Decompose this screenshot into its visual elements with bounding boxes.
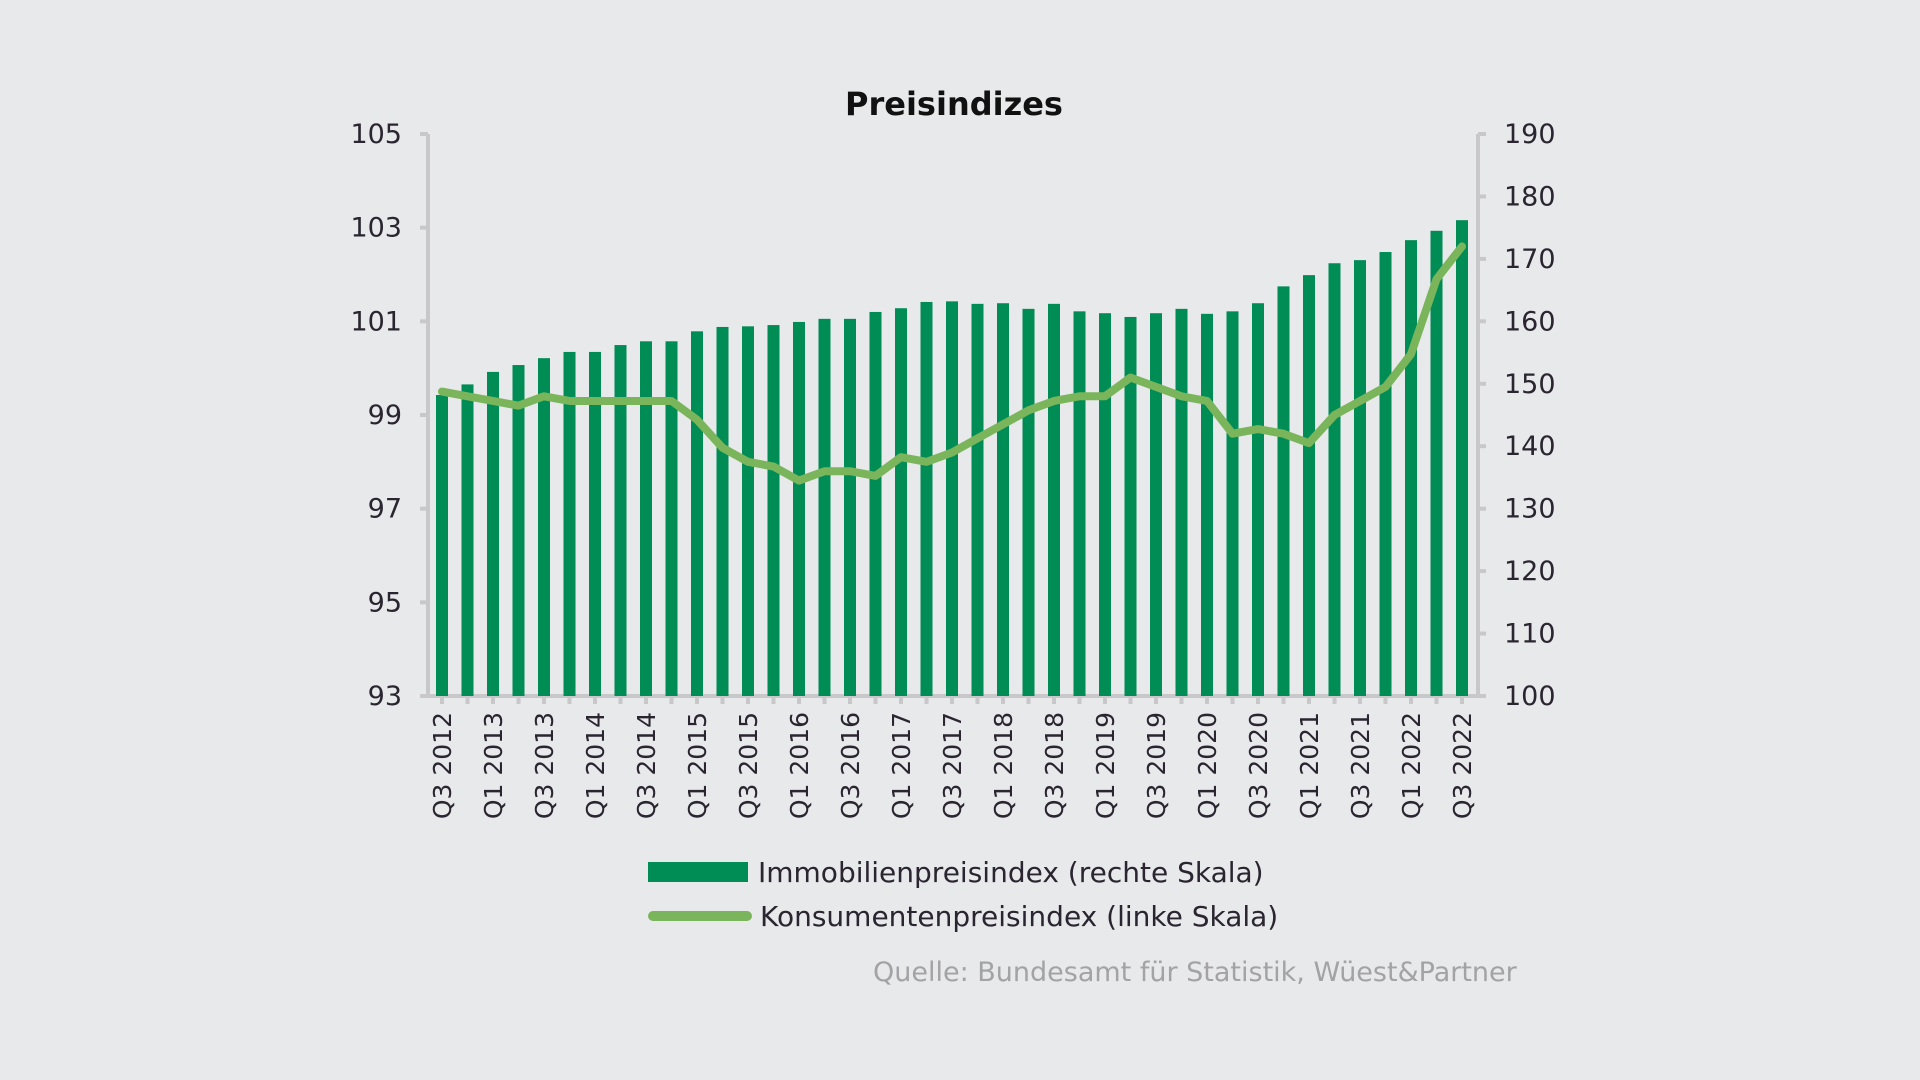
x-tick-label: Q1 2022 (1397, 712, 1426, 819)
x-tick-label: Q3 2017 (938, 712, 967, 819)
right-tick-label: 140 (1504, 431, 1556, 462)
legend-item-bar: Immobilienpreisindex (rechte Skala) (648, 850, 1278, 894)
bar (895, 308, 907, 696)
bar (461, 384, 474, 696)
x-tick-label: Q1 2020 (1193, 712, 1222, 819)
right-tick-label: 100 (1504, 681, 1556, 712)
x-tick-label: Q1 2017 (887, 712, 916, 819)
x-tick-label: Q1 2013 (479, 712, 508, 819)
bar (1430, 230, 1443, 697)
x-tick-label: Q1 2019 (1091, 712, 1120, 819)
right-tick-label: 160 (1504, 306, 1556, 337)
bar (1048, 303, 1060, 696)
x-tick-label: Q1 2018 (989, 712, 1018, 819)
legend-swatch-line (648, 911, 752, 921)
right-tick-label: 180 (1504, 181, 1556, 212)
left-tick-label: 97 (368, 494, 402, 525)
left-tick-label: 105 (350, 119, 402, 150)
legend-label-bar: Immobilienpreisindex (rechte Skala) (758, 855, 1264, 889)
left-tick-label: 93 (368, 681, 402, 712)
bar (716, 326, 729, 696)
x-tick-label: Q3 2016 (836, 712, 865, 819)
x-tick-label: Q1 2016 (785, 712, 814, 819)
right-tick-label: 110 (1504, 619, 1556, 650)
bar (920, 301, 933, 696)
right-tick-label: 190 (1504, 119, 1556, 150)
bar (1022, 308, 1035, 696)
bar (1201, 313, 1213, 696)
right-tick-label: 120 (1504, 556, 1556, 587)
bar (997, 303, 1009, 696)
bar (844, 318, 856, 696)
bar (1175, 308, 1188, 696)
bar (946, 301, 958, 696)
right-tick-label: 130 (1504, 494, 1556, 525)
x-tick-label: Q1 2015 (683, 712, 712, 819)
right-tick-label: 150 (1504, 369, 1556, 400)
bar (1124, 316, 1137, 696)
bar (512, 365, 525, 696)
bar (869, 311, 882, 696)
bar (818, 318, 831, 696)
bar (538, 358, 550, 696)
bar (640, 341, 652, 696)
bar (767, 325, 780, 696)
bar (1456, 220, 1468, 696)
bar (1405, 240, 1417, 696)
x-tick-label: Q1 2014 (581, 712, 610, 819)
line-series (438, 242, 1466, 485)
bar (1226, 311, 1239, 696)
source-note: Quelle: Bundesamt für Statistik, Wüest&P… (873, 957, 1517, 988)
bar (1354, 260, 1366, 696)
x-tick-label: Q3 2013 (530, 712, 559, 819)
bar (436, 395, 448, 696)
bar (1379, 252, 1392, 696)
bar (1277, 286, 1290, 696)
bar (487, 371, 499, 696)
bar (691, 331, 703, 696)
legend-label-line: Konsumentenpreisindex (linke Skala) (760, 899, 1279, 933)
right-tick-label: 170 (1504, 244, 1556, 275)
x-tick-label: Q1 2021 (1295, 712, 1324, 819)
x-tick-label: Q3 2015 (734, 712, 763, 819)
x-tick-label: Q3 2021 (1346, 712, 1375, 819)
bar (793, 321, 805, 696)
chart-title: Preisindizes (845, 85, 1063, 123)
bar (971, 303, 984, 696)
x-tick-label: Q3 2022 (1448, 712, 1477, 819)
bar (1150, 313, 1162, 696)
bar (1073, 311, 1086, 696)
bar (1328, 263, 1341, 696)
bar (742, 326, 754, 696)
x-axis-labels: Q3 2012 Q1 2013 Q3 2013 Q1 2014 Q3 2014 Q1 20… (428, 712, 1477, 819)
bar (1303, 275, 1315, 696)
x-tick-label: Q3 2019 (1142, 712, 1171, 819)
x-tick-label: Q3 2012 (428, 712, 457, 819)
bar (1099, 313, 1111, 696)
x-tick-label: Q3 2020 (1244, 712, 1273, 819)
bar (563, 351, 576, 696)
left-tick-label: 101 (350, 306, 402, 337)
x-tick-label: Q3 2014 (632, 712, 661, 819)
bar (1252, 303, 1264, 696)
left-tick-label: 95 (368, 587, 402, 618)
bar (589, 351, 601, 696)
bar (614, 345, 627, 696)
bar-series (436, 220, 1468, 697)
bar (665, 341, 678, 696)
legend-item-line: Konsumentenpreisindex (linke Skala) (648, 894, 1278, 938)
legend-swatch-bar (648, 862, 748, 882)
left-tick-label: 99 (368, 400, 402, 431)
x-tick-label: Q3 2018 (1040, 712, 1069, 819)
left-tick-label: 103 (350, 213, 402, 244)
legend: Immobilienpreisindex (rechte Skala) Kons… (648, 850, 1278, 938)
